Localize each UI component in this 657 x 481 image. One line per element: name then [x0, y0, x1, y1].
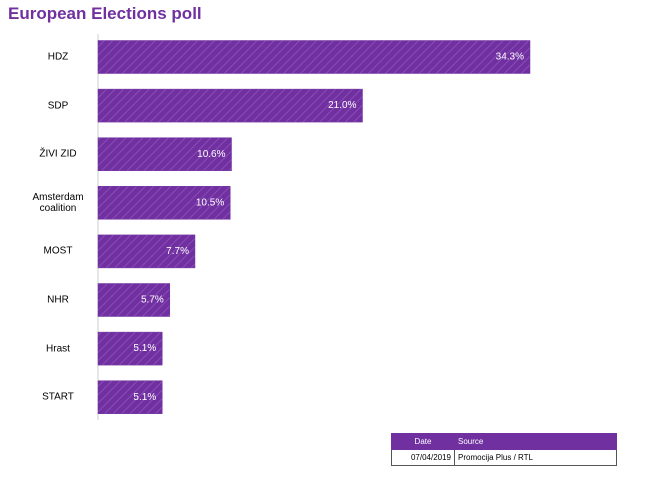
bar — [97, 234, 196, 269]
category-label: Amsterdam coalition — [32, 191, 84, 214]
table-header: Source — [454, 433, 617, 450]
bar — [97, 283, 171, 317]
category-label: NHR — [47, 294, 69, 306]
table-cell: 07/04/2019 — [391, 449, 455, 466]
value-label: 7.7% — [166, 246, 189, 257]
category-label: START — [42, 391, 74, 403]
category-label: ŽIVI ZID — [39, 148, 77, 160]
value-label: 5.7% — [141, 295, 164, 306]
category-label: HDZ — [47, 51, 69, 63]
value-label: 34.3% — [496, 52, 524, 63]
bar — [97, 186, 231, 220]
bar — [97, 40, 531, 74]
bar — [97, 137, 232, 171]
bar — [97, 88, 363, 123]
value-label: 10.6% — [197, 149, 225, 160]
table-header: Date — [391, 433, 455, 450]
value-label: 21.0% — [328, 100, 356, 111]
info-table: Date Source 07/04/2019 Promocija Plus / RT… — [391, 433, 617, 466]
table-cell: Promocija Plus / RTL — [454, 449, 617, 466]
chart-title: European Elections poll — [8, 4, 202, 23]
value-label: 5.1% — [133, 343, 156, 354]
category-label: SDP — [47, 100, 69, 112]
value-label: 5.1% — [133, 392, 156, 403]
category-label: MOST — [43, 245, 73, 257]
bar — [97, 331, 163, 366]
category-label: Hrast — [46, 343, 70, 355]
bar — [97, 380, 163, 414]
value-label: 10.5% — [196, 197, 224, 208]
